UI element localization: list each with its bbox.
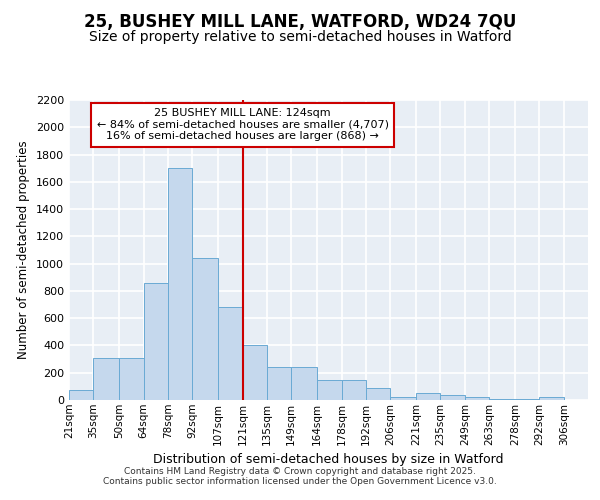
Y-axis label: Number of semi-detached properties: Number of semi-detached properties xyxy=(17,140,31,360)
Bar xyxy=(465,396,489,400)
Bar xyxy=(218,308,242,400)
Bar xyxy=(341,380,366,400)
X-axis label: Distribution of semi-detached houses by size in Watford: Distribution of semi-detached houses by … xyxy=(153,453,504,466)
Bar xyxy=(94,358,119,400)
Bar xyxy=(267,366,291,400)
Bar xyxy=(291,366,317,400)
Bar xyxy=(143,282,168,400)
Text: 25, BUSHEY MILL LANE, WATFORD, WD24 7QU: 25, BUSHEY MILL LANE, WATFORD, WD24 7QU xyxy=(84,12,516,30)
Text: Size of property relative to semi-detached houses in Watford: Size of property relative to semi-detach… xyxy=(89,30,511,44)
Text: 25 BUSHEY MILL LANE: 124sqm
← 84% of semi-detached houses are smaller (4,707)
16: 25 BUSHEY MILL LANE: 124sqm ← 84% of sem… xyxy=(97,108,389,142)
Bar xyxy=(242,346,267,400)
Bar xyxy=(69,390,94,400)
Bar xyxy=(390,396,416,400)
Bar xyxy=(317,380,341,400)
Bar xyxy=(168,168,192,400)
Bar xyxy=(192,258,218,400)
Bar xyxy=(539,396,563,400)
Bar xyxy=(440,395,465,400)
Text: Contains HM Land Registry data © Crown copyright and database right 2025.
Contai: Contains HM Land Registry data © Crown c… xyxy=(103,466,497,486)
Bar xyxy=(366,388,390,400)
Bar xyxy=(416,393,440,400)
Bar xyxy=(119,358,143,400)
